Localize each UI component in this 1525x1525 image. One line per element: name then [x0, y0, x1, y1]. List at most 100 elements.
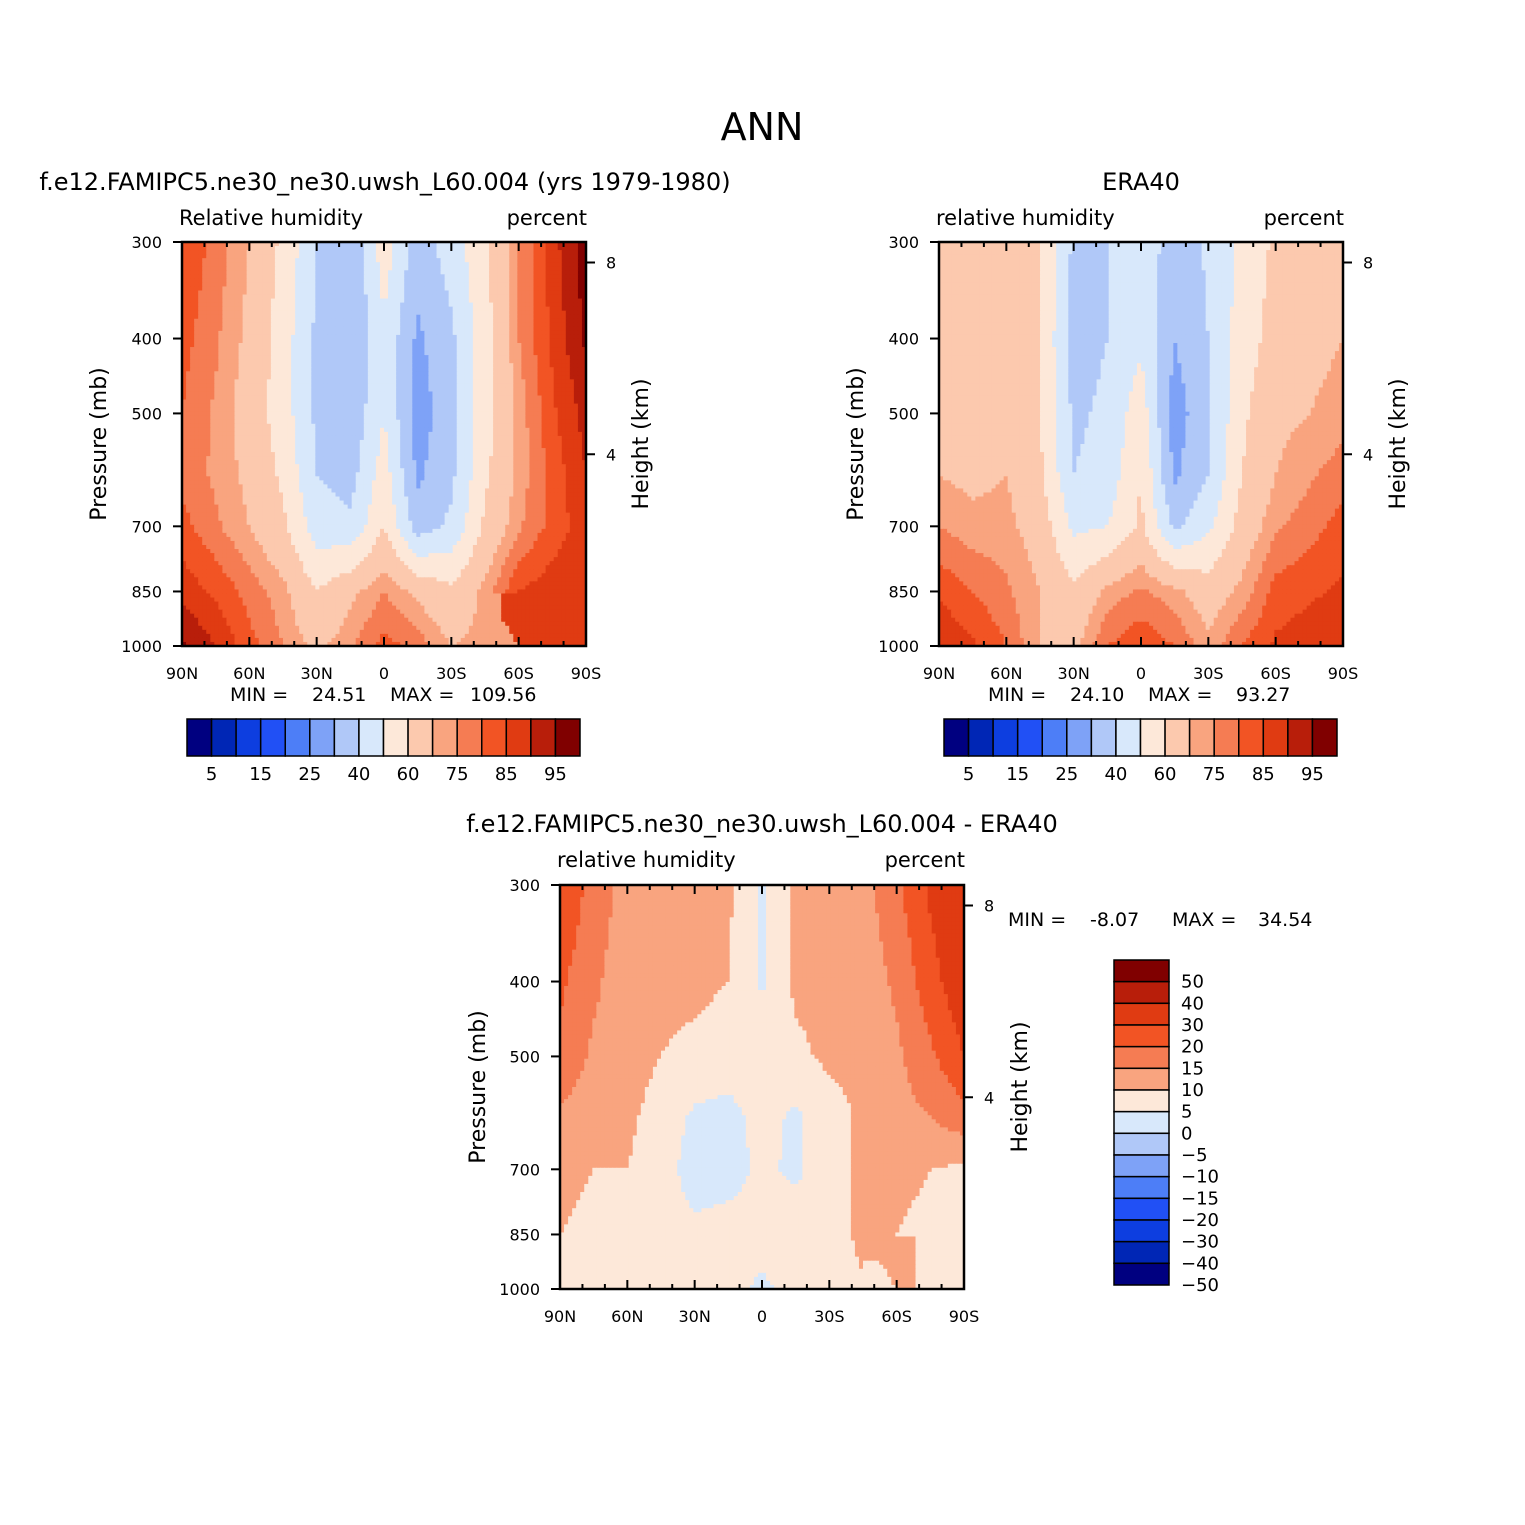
- heatmap-cell: [384, 274, 389, 279]
- heatmap-cell: [408, 266, 413, 271]
- heatmap-cell: [550, 391, 555, 396]
- heatmap-cell: [311, 355, 316, 360]
- heatmap-cell: [279, 327, 284, 332]
- heatmap-cell: [267, 282, 272, 287]
- heatmap-cell: [432, 387, 437, 392]
- heatmap-cell: [538, 274, 543, 279]
- heatmap-cell: [364, 270, 369, 275]
- heatmap-cell: [408, 387, 413, 392]
- heatmap-cell: [441, 315, 446, 320]
- heatmap-cell: [558, 323, 563, 328]
- heatmap-cell: [457, 367, 462, 372]
- heatmap-cell: [315, 383, 320, 388]
- heatmap-cell: [259, 355, 264, 360]
- heatmap-cell: [562, 335, 567, 340]
- heatmap-cell: [251, 315, 256, 320]
- heatmap-cell: [226, 331, 231, 336]
- heatmap-cell: [202, 274, 207, 279]
- heatmap-cell: [437, 282, 442, 287]
- heatmap-cell: [186, 295, 191, 300]
- heatmap-cell: [283, 412, 288, 417]
- heatmap-cell: [295, 262, 300, 267]
- heatmap-cell: [473, 266, 478, 271]
- heatmap-cell: [570, 295, 575, 300]
- heatmap-cell: [356, 396, 361, 401]
- heatmap-cell: [218, 250, 223, 255]
- heatmap-cell: [424, 258, 429, 263]
- heatmap-cell: [279, 428, 284, 433]
- heatmap-cell: [388, 331, 393, 336]
- heatmap-cell: [315, 278, 320, 283]
- heatmap-cell: [263, 246, 268, 251]
- heatmap-cell: [348, 387, 353, 392]
- heatmap-cell: [255, 270, 260, 275]
- heatmap-cell: [323, 359, 328, 364]
- heatmap-cell: [364, 408, 369, 413]
- heatmap-cell: [230, 258, 235, 263]
- heatmap-cell: [437, 270, 442, 275]
- heatmap-cell: [457, 250, 462, 255]
- heatmap-cell: [222, 375, 227, 380]
- heatmap-cell: [275, 299, 280, 304]
- heatmap-cell: [509, 262, 514, 267]
- heatmap-cell: [533, 266, 538, 271]
- heatmap-cell: [501, 246, 506, 251]
- heatmap-cell: [340, 343, 345, 348]
- heatmap-cell: [331, 440, 336, 445]
- heatmap-cell: [283, 424, 288, 429]
- heatmap-cell: [533, 351, 538, 356]
- heatmap-cell: [469, 319, 474, 324]
- heatmap-cell: [513, 379, 518, 384]
- heatmap-cell: [550, 355, 555, 360]
- heatmap-cell: [222, 347, 227, 352]
- heatmap-cell: [360, 266, 365, 271]
- heatmap-cell: [497, 286, 502, 291]
- heatmap-cell: [376, 404, 381, 409]
- heatmap-cell: [243, 436, 248, 441]
- heatmap-cell: [412, 367, 417, 372]
- heatmap-cell: [243, 266, 248, 271]
- heatmap-cell: [542, 355, 547, 360]
- heatmap-cell: [424, 290, 429, 295]
- heatmap-cell: [509, 351, 514, 356]
- heatmap-cell: [485, 416, 490, 421]
- heatmap-cell: [222, 331, 227, 336]
- heatmap-cell: [562, 408, 567, 413]
- heatmap-cell: [416, 327, 421, 332]
- heatmap-cell: [243, 290, 248, 295]
- heatmap-cell: [501, 440, 506, 445]
- heatmap-cell: [360, 408, 365, 413]
- heatmap-cell: [424, 355, 429, 360]
- heatmap-cell: [222, 355, 227, 360]
- heatmap-cell: [408, 339, 413, 344]
- heatmap-cell: [465, 270, 470, 275]
- heatmap-cell: [323, 347, 328, 352]
- heatmap-cell: [263, 299, 268, 304]
- heatmap-cell: [558, 315, 563, 320]
- heatmap-cell: [210, 412, 215, 417]
- heatmap-cell: [477, 383, 482, 388]
- heatmap-cell: [513, 391, 518, 396]
- heatmap-cell: [558, 327, 563, 332]
- heatmap-cell: [283, 432, 288, 437]
- heatmap-cell: [210, 339, 215, 344]
- heatmap-cell: [525, 371, 530, 376]
- heatmap-cell: [437, 303, 442, 308]
- heatmap-cell: [235, 412, 240, 417]
- heatmap-cell: [315, 420, 320, 425]
- heatmap-cell: [360, 387, 365, 392]
- heatmap-cell: [263, 303, 268, 308]
- heatmap-cell: [453, 371, 458, 376]
- heatmap-cell: [457, 307, 462, 312]
- heatmap-cell: [251, 270, 256, 275]
- heatmap-cell: [388, 367, 393, 372]
- heatmap-cell: [566, 351, 571, 356]
- heatmap-cell: [194, 311, 199, 316]
- heatmap-cell: [218, 254, 223, 259]
- heatmap-cell: [356, 270, 361, 275]
- heatmap-cell: [566, 266, 571, 271]
- heatmap-cell: [558, 371, 563, 376]
- heatmap-cell: [218, 371, 223, 376]
- heatmap-cell: [194, 299, 199, 304]
- heatmap-cell: [352, 246, 357, 251]
